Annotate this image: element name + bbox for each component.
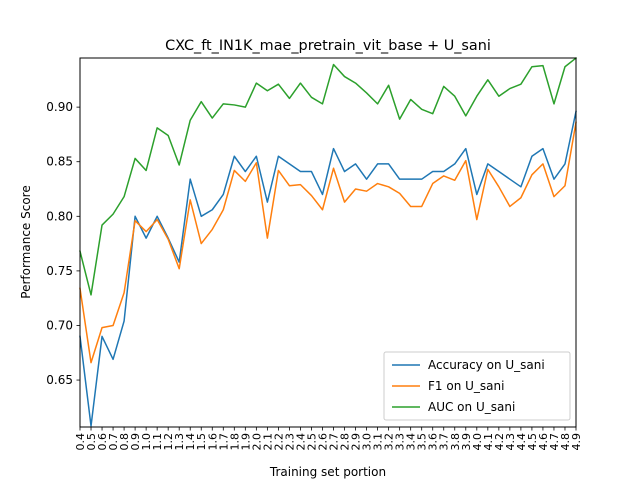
x-tick-label: 4.2 — [493, 433, 506, 451]
x-tick-label: 1.8 — [228, 433, 241, 451]
x-tick-label: 3.5 — [416, 433, 429, 451]
x-tick-label: 4.5 — [526, 433, 539, 451]
x-tick-label: 2.2 — [272, 433, 285, 451]
x-tick-label: 1.3 — [173, 433, 186, 451]
x-tick-label: 4.1 — [482, 433, 495, 451]
x-tick-label: 3.2 — [383, 433, 396, 451]
x-tick-label: 2.7 — [328, 433, 341, 451]
x-tick-label: 1.0 — [140, 433, 153, 451]
x-tick-label: 0.7 — [107, 433, 120, 451]
x-tick-label: 1.4 — [184, 433, 197, 451]
x-tick-label: 4.7 — [548, 433, 561, 451]
x-tick-label: 4.0 — [471, 433, 484, 451]
x-tick-label: 3.8 — [449, 433, 462, 451]
x-tick-label: 0.9 — [129, 433, 142, 451]
x-tick-label: 3.3 — [394, 433, 407, 451]
x-tick-label: 1.2 — [162, 433, 175, 451]
x-tick-label: 0.4 — [74, 433, 87, 451]
y-tick-label: 0.85 — [46, 155, 73, 169]
legend: Accuracy on U_sani F1 on U_sani AUC on U_s… — [383, 351, 571, 421]
chart-title: CXC_ft_IN1K_mae_pretrain_vit_base + U_sa… — [165, 38, 491, 54]
x-tick-label: 1.7 — [217, 433, 230, 451]
x-tick-label: 2.6 — [316, 433, 329, 451]
x-tick-label: 0.5 — [85, 433, 98, 451]
x-tick-label: 3.9 — [460, 433, 473, 451]
y-axis-label: Performance Score — [19, 185, 33, 298]
x-tick-label: 2.0 — [250, 433, 263, 451]
x-tick-label: 1.5 — [195, 433, 208, 451]
x-tick-label: 0.8 — [118, 433, 131, 451]
series-line-2 — [79, 56, 578, 296]
x-tick-label: 4.8 — [559, 433, 572, 451]
x-tick-label: 3.6 — [427, 433, 440, 451]
legend-label: F1 on U_sani — [428, 379, 504, 393]
y-tick-label: 0.75 — [46, 264, 73, 278]
y-tick-label: 0.70 — [46, 318, 73, 332]
x-tick-label: 4.6 — [537, 433, 550, 451]
x-tick-label: 1.6 — [206, 433, 219, 451]
x-tick-label: 3.7 — [438, 433, 451, 451]
plot-lines — [79, 56, 578, 427]
x-tick-label: 3.4 — [405, 433, 418, 451]
x-tick-label: 1.1 — [151, 433, 164, 451]
x-axis: 0.40.50.60.70.80.91.01.11.21.31.41.51.61… — [74, 427, 583, 451]
y-tick-label: 0.80 — [46, 209, 73, 223]
x-tick-label: 0.6 — [96, 433, 109, 451]
x-tick-label: 2.8 — [339, 433, 352, 451]
x-axis-label: Training set portion — [269, 465, 386, 479]
x-tick-label: 2.1 — [261, 433, 274, 451]
x-tick-label: 4.3 — [504, 433, 517, 451]
x-tick-label: 4.4 — [515, 433, 528, 451]
legend-box — [383, 351, 571, 421]
series-line-0 — [79, 110, 577, 427]
x-tick-label: 2.9 — [350, 433, 363, 451]
x-tick-label: 3.0 — [361, 433, 374, 451]
x-tick-label: 2.4 — [294, 433, 307, 451]
plot-frame — [79, 57, 577, 428]
legend-label: Accuracy on U_sani — [428, 358, 545, 372]
y-tick-label: 0.65 — [46, 373, 73, 387]
x-tick-label: 4.9 — [570, 433, 583, 451]
series-line-1 — [79, 121, 577, 364]
x-tick-label: 2.5 — [305, 433, 318, 451]
y-axis: 0.65 0.70 0.75 0.80 0.85 0.90 — [46, 100, 80, 387]
x-tick-label: 3.1 — [372, 433, 385, 451]
x-tick-label: 2.3 — [283, 433, 296, 451]
legend-label: AUC on U_sani — [428, 400, 515, 414]
y-tick-label: 0.90 — [46, 100, 73, 114]
x-tick-label: 1.9 — [239, 433, 252, 451]
